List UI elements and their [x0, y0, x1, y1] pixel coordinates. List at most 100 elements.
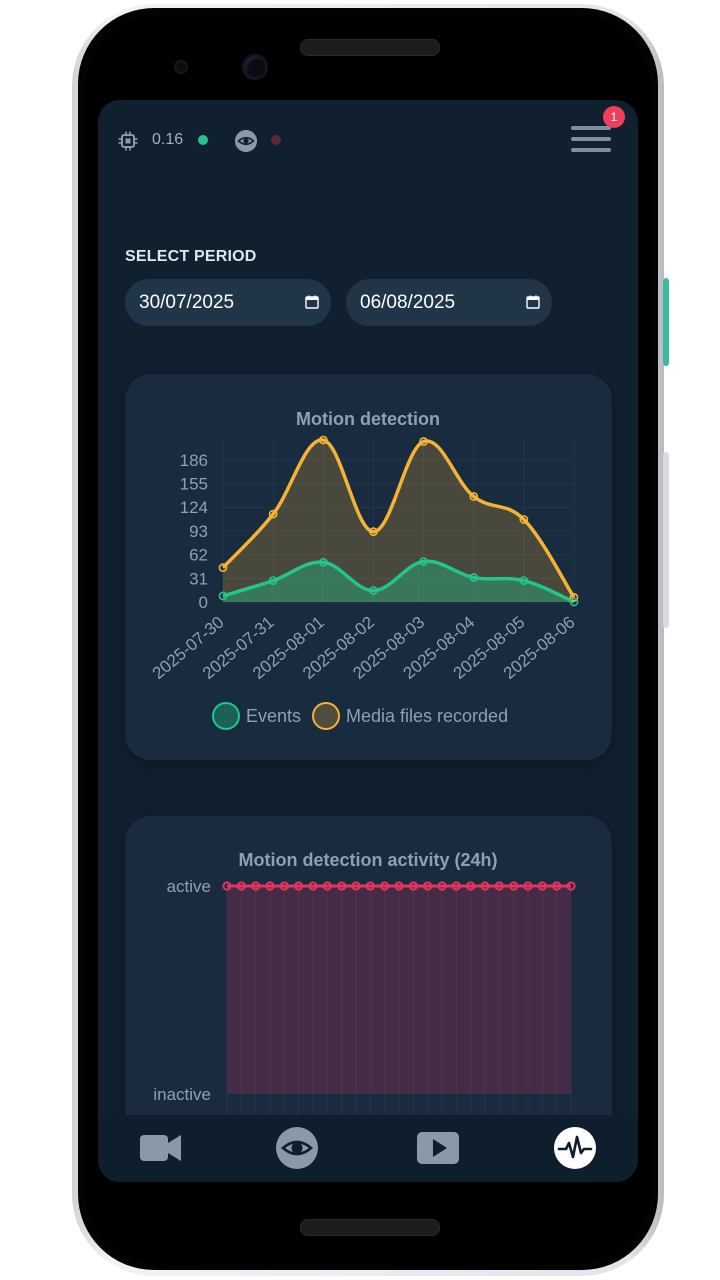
data-point: [251, 881, 261, 891]
data-point: [369, 527, 378, 537]
data-point: [318, 557, 328, 567]
data-point: [523, 881, 533, 891]
chart-legend: Events Media files recorded: [212, 702, 508, 730]
video-camera-icon[interactable]: [138, 1125, 184, 1171]
chart-points: [218, 435, 579, 607]
chart-x-axis: 2025-07-302025-07-312025-08-012025-08-02…: [149, 613, 579, 683]
legend-swatch: [212, 702, 240, 730]
eye-icon[interactable]: [276, 1127, 318, 1169]
cpu-load-value: 0.16: [152, 131, 184, 148]
data-point: [236, 881, 246, 891]
stream-status-indicator: [271, 135, 281, 145]
period-label: SELECT PERIOD: [125, 248, 257, 265]
series-area: [227, 886, 571, 1094]
data-point: [466, 881, 476, 891]
date-to-input[interactable]: 06/08/2025: [346, 279, 552, 326]
data-point: [569, 593, 579, 602]
data-point: [437, 881, 447, 891]
calendar-icon[interactable]: [305, 295, 319, 309]
series-area: [223, 561, 574, 602]
date-from-value: 30/07/2025: [139, 292, 235, 313]
date-from-input[interactable]: 30/07/2025: [125, 279, 331, 326]
data-point: [509, 881, 519, 891]
data-point: [218, 563, 228, 573]
y-tick-label: 0: [199, 593, 208, 612]
y-tick-label: 124: [180, 498, 208, 517]
chart-areas: [223, 439, 574, 602]
earpiece-speaker: [300, 39, 440, 56]
series-line: [222, 559, 575, 604]
y-tick-label: active: [167, 877, 211, 896]
app-screen: 0.16 1 SELECT PERIOD 30/07/2025 06/08/20…: [98, 100, 638, 1182]
data-point: [519, 515, 529, 524]
legend-label: Media files recorded: [346, 706, 508, 726]
y-tick-label: inactive: [153, 1085, 211, 1104]
y-tick-label: 186: [180, 451, 208, 470]
chart-lines: [221, 438, 576, 604]
data-point: [318, 435, 328, 445]
data-point: [566, 881, 576, 891]
data-point: [537, 881, 547, 891]
calendar-icon[interactable]: [526, 295, 540, 309]
data-point: [265, 881, 275, 891]
play-video-icon[interactable]: [415, 1125, 461, 1171]
data-point: [268, 576, 278, 586]
y-tick-label: 93: [189, 522, 208, 541]
hamburger-menu-bar: [571, 137, 611, 141]
data-point: [494, 881, 504, 891]
data-point: [294, 881, 304, 891]
data-point: [451, 881, 461, 891]
chart-title: Motion detection activity (24h): [238, 850, 497, 870]
data-point: [519, 576, 529, 586]
data-point: [380, 881, 390, 891]
data-point: [480, 881, 490, 891]
data-point: [408, 881, 418, 891]
status-bar: 0.16 1: [98, 100, 638, 180]
data-point: [308, 881, 318, 891]
y-tick-label: 31: [189, 569, 208, 588]
activity-pulse-icon[interactable]: [554, 1127, 596, 1169]
series-area: [223, 439, 574, 602]
data-point: [569, 597, 579, 607]
data-point: [337, 881, 347, 891]
hamburger-menu-icon: [571, 126, 611, 130]
data-point: [552, 881, 562, 891]
date-to-value: 06/08/2025: [360, 292, 456, 313]
data-point: [423, 881, 433, 891]
menu-button[interactable]: [568, 124, 614, 156]
chart-y-axis: inactive active: [153, 877, 211, 1104]
data-point: [279, 881, 289, 891]
chart-points: [222, 881, 576, 891]
data-point: [419, 437, 428, 446]
chart-title: Motion detection: [296, 409, 440, 429]
data-point: [322, 881, 332, 891]
data-point: [369, 586, 378, 595]
data-point: [218, 591, 228, 601]
cpu-chip-icon: [118, 131, 138, 151]
series-line: [221, 438, 576, 599]
legend-swatch: [312, 702, 340, 730]
front-sensor: [174, 60, 188, 74]
front-camera: [242, 54, 268, 80]
data-point: [365, 881, 375, 891]
bottom-navigation: [98, 1115, 638, 1182]
chart-y-axis: 0 31 62 93 124 155 186: [180, 451, 208, 612]
motion-detection-card: Motion detection 0 31 62 93 124 155 186 2025-0…: [125, 374, 612, 760]
chart-area: [227, 884, 571, 1094]
notification-badge: 1: [603, 106, 625, 128]
data-point: [394, 881, 404, 891]
data-point: [222, 881, 232, 891]
legend-label: Events: [246, 706, 301, 726]
motion-detection-chart: Motion detection 0 31 62 93 124 155 186 2025-0…: [149, 409, 579, 730]
data-point: [268, 509, 278, 519]
side-button-power: [663, 278, 669, 366]
cpu-status-indicator: [198, 135, 208, 145]
data-point: [351, 881, 361, 891]
y-tick-label: 62: [189, 546, 208, 565]
side-button-volume: [663, 452, 669, 628]
y-tick-label: 155: [180, 475, 208, 494]
hamburger-menu-bar: [571, 148, 611, 152]
data-point: [469, 573, 479, 582]
bottom-speaker: [300, 1219, 440, 1236]
eye-icon: [235, 130, 257, 152]
